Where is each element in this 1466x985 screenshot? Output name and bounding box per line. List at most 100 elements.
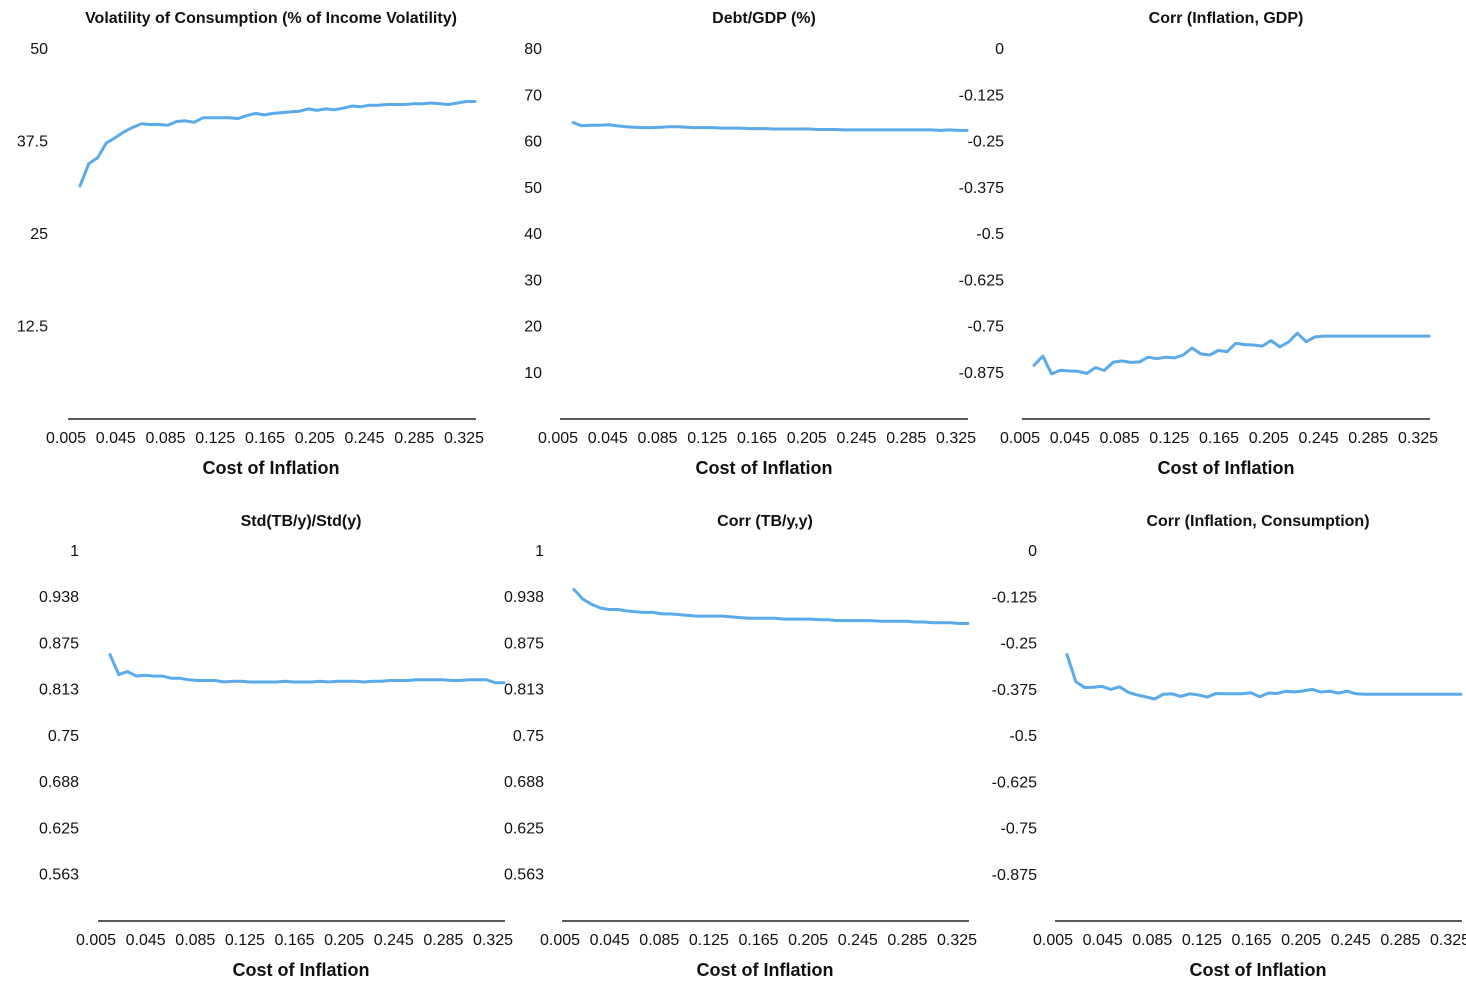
y-tick-label: 25 [30,226,48,243]
x-tick-label: 0.005 [538,430,578,447]
series-line [78,100,477,188]
y-tick-label: -0.125 [959,87,1004,104]
y-tick-label: 30 [524,272,542,289]
x-tick-label: 0.285 [394,430,434,447]
y-tick-label: -0.5 [1009,728,1037,745]
chart-title: Volatility of Consumption (% of Income V… [85,10,457,27]
x-tick-label: 0.045 [588,430,628,447]
y-tick-label: -0.125 [992,589,1037,606]
x-tick-label: 0.085 [637,430,677,447]
x-tick-label: 0.325 [1430,932,1466,949]
x-tick-label: 0.085 [1099,430,1139,447]
y-tick-label: 0 [1028,543,1037,560]
chart-title: Corr (Inflation, Consumption) [1146,513,1369,530]
x-axis-title: Cost of Inflation [696,458,833,478]
x-axis-title: Cost of Inflation [203,458,340,478]
x-tick-label: 0.005 [1033,932,1073,949]
y-tick-label: 20 [524,319,542,336]
y-tick-label: -0.875 [959,365,1004,382]
series-line [1065,653,1463,701]
x-tick-label: 0.325 [1398,430,1438,447]
y-tick-label: -0.25 [968,134,1005,151]
y-tick-label: 50 [524,180,542,197]
x-tick-label: 0.245 [1298,430,1338,447]
x-tick-label: 0.285 [1380,932,1420,949]
y-tick-label: 60 [524,134,542,151]
y-tick-label: 50 [30,41,48,58]
x-tick-label: 0.325 [937,932,977,949]
x-axis-title: Cost of Inflation [233,960,370,980]
chart-title: Corr (TB/y,y) [717,513,813,530]
x-tick-label: 0.005 [46,430,86,447]
y-tick-label: -0.625 [992,774,1037,791]
x-axis-title: Cost of Inflation [697,960,834,980]
x-tick-label: 0.245 [838,932,878,949]
x-tick-label: 0.245 [374,932,414,949]
x-tick-label: 0.125 [1149,430,1189,447]
y-tick-label: 0 [995,41,1004,58]
series-line [1032,331,1431,376]
x-tick-label: 0.325 [936,430,976,447]
x-tick-label: 0.005 [76,932,116,949]
y-tick-label: 0.875 [39,636,79,653]
x-tick-label: 0.085 [145,430,185,447]
y-tick-label: -0.375 [992,682,1037,699]
x-tick-label: 0.285 [886,430,926,447]
y-tick-label: 80 [524,41,542,58]
x-tick-label: 0.205 [295,430,335,447]
y-tick-label: 70 [524,87,542,104]
x-tick-label: 0.125 [687,430,727,447]
y-tick-label: 1 [535,543,544,560]
y-tick-label: -0.5 [976,226,1004,243]
x-tick-label: 0.205 [787,430,827,447]
x-tick-label: 0.165 [245,430,285,447]
x-tick-label: 0.165 [274,932,314,949]
chart-title: Corr (Inflation, GDP) [1149,10,1304,27]
y-tick-label: 0.688 [39,774,79,791]
x-axis-title: Cost of Inflation [1158,458,1295,478]
series-line [571,121,969,132]
y-tick-label: 37.5 [17,134,48,151]
x-tick-label: 0.045 [1050,430,1090,447]
x-tick-label: 0.165 [738,932,778,949]
x-tick-label: 0.085 [175,932,215,949]
y-tick-label: -0.625 [959,272,1004,289]
y-tick-label: 0.563 [504,866,544,883]
x-tick-label: 0.285 [887,932,927,949]
x-tick-label: 0.005 [1000,430,1040,447]
x-tick-label: 0.205 [788,932,828,949]
x-tick-label: 0.205 [1249,430,1289,447]
y-tick-label: 10 [524,365,542,382]
y-tick-label: 0.625 [39,821,79,838]
x-tick-label: 0.005 [540,932,580,949]
x-tick-label: 0.125 [1182,932,1222,949]
y-tick-label: 0.75 [48,728,79,745]
y-tick-label: -0.25 [1001,636,1038,653]
x-tick-label: 0.325 [444,430,484,447]
y-tick-label: 1 [70,543,79,560]
y-tick-label: -0.375 [959,180,1004,197]
y-tick-label: -0.875 [992,867,1037,884]
y-tick-label: 0.813 [504,681,544,698]
x-tick-label: 0.125 [225,932,265,949]
x-tick-label: 0.245 [344,430,384,447]
y-tick-label: -0.75 [1001,821,1038,838]
chart-title: Debt/GDP (%) [712,10,816,27]
x-tick-label: 0.245 [836,430,876,447]
y-tick-label: -0.75 [968,319,1005,336]
x-tick-label: 0.125 [689,932,729,949]
x-tick-label: 0.125 [195,430,235,447]
x-tick-label: 0.285 [423,932,463,949]
y-tick-label: 0.75 [513,728,544,745]
y-tick-label: 0.688 [504,774,544,791]
x-axis-title: Cost of Inflation [1190,960,1327,980]
y-tick-label: 40 [524,226,542,243]
x-tick-label: 0.045 [96,430,136,447]
x-tick-label: 0.205 [324,932,364,949]
y-tick-label: 12.5 [17,319,48,336]
x-tick-label: 0.165 [1199,430,1239,447]
y-tick-label: 0.875 [504,636,544,653]
y-tick-label: 0.625 [504,821,544,838]
x-tick-label: 0.045 [126,932,166,949]
